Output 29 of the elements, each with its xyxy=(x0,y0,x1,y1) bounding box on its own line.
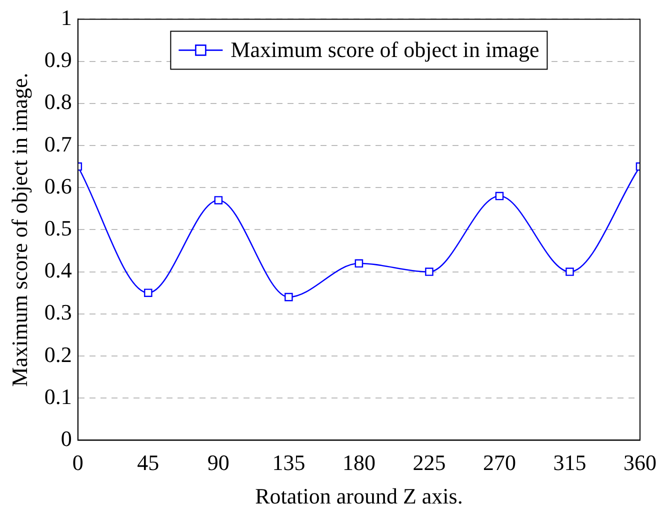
y-tick-label: 0.8 xyxy=(44,89,72,114)
x-tick-label: 45 xyxy=(137,450,160,476)
x-tick-label: 360 xyxy=(624,450,656,476)
point xyxy=(284,292,293,302)
x-tick-label: 90 xyxy=(207,450,230,476)
y-tick-label: 0.2 xyxy=(44,342,72,367)
y-tick-label: 0.9 xyxy=(44,47,72,72)
y-tick-label: 0.6 xyxy=(44,173,72,198)
legend-label: Maximum score of object in image xyxy=(230,36,540,62)
point xyxy=(566,268,574,276)
point xyxy=(214,196,223,204)
x-axis-title: Rotation around Z axis. xyxy=(255,484,463,509)
y-tick-label: 1 xyxy=(60,4,72,30)
point xyxy=(144,288,152,297)
y-tick-label: 0.3 xyxy=(44,300,72,325)
y-tick-label: 0 xyxy=(60,426,72,451)
y-tick-label: 0.1 xyxy=(44,384,72,409)
x-tick-label: 225 xyxy=(412,450,446,476)
point xyxy=(425,268,434,276)
point xyxy=(495,192,504,200)
y-axis-title: Maximum score of object in image. xyxy=(6,72,32,387)
x-tick-label: 135 xyxy=(272,450,306,476)
y-tick-label: 0.5 xyxy=(44,215,72,240)
point xyxy=(354,259,364,268)
x-tick-label: 270 xyxy=(482,450,516,476)
x-tick-label: 315 xyxy=(553,450,586,476)
x-tick-label: 180 xyxy=(342,450,376,476)
y-tick-label: 0.4 xyxy=(44,258,72,283)
y-tick-label: 0.7 xyxy=(44,131,72,156)
